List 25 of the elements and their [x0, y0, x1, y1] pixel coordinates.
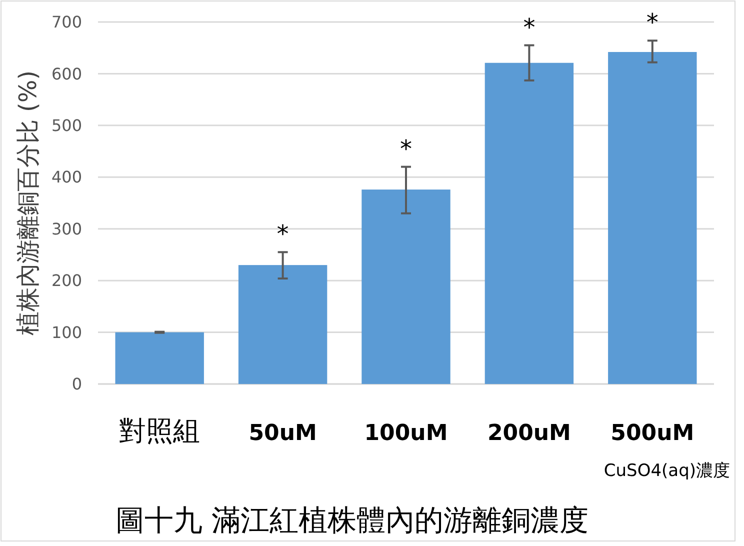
annotation: *	[646, 8, 658, 37]
y-axis-title: 植株內游離銅百分比 (%)	[14, 70, 42, 336]
x-tick-label: 對照組	[119, 416, 200, 447]
bar	[608, 52, 697, 384]
y-tick-label: 700	[51, 12, 82, 32]
bar	[115, 332, 204, 384]
y-tick-label: 600	[51, 64, 82, 84]
y-tick-label: 100	[51, 322, 82, 342]
annotation: *	[523, 13, 536, 42]
y-tick-label: 500	[51, 116, 82, 136]
x-tick-label: 100uM	[364, 421, 448, 446]
annotation: *	[276, 220, 289, 248]
annotation: *	[400, 134, 412, 163]
bar	[484, 62, 574, 384]
x-tick-label: 50uM	[248, 421, 317, 446]
x-tick-label: 200uM	[487, 421, 571, 446]
y-tick-label: 200	[51, 271, 82, 290]
y-tick-label: 400	[51, 168, 82, 187]
y-tick-label: 300	[51, 219, 82, 238]
x-tick-label: 500uM	[610, 421, 694, 446]
bar	[362, 190, 450, 384]
text: 圖十九 滿江紅植株體內的游離銅濃度	[115, 503, 589, 537]
bar	[238, 265, 328, 384]
x-axis-title: CuSO4(aq)濃度	[604, 461, 730, 481]
y-tick-label: 0	[72, 374, 82, 394]
